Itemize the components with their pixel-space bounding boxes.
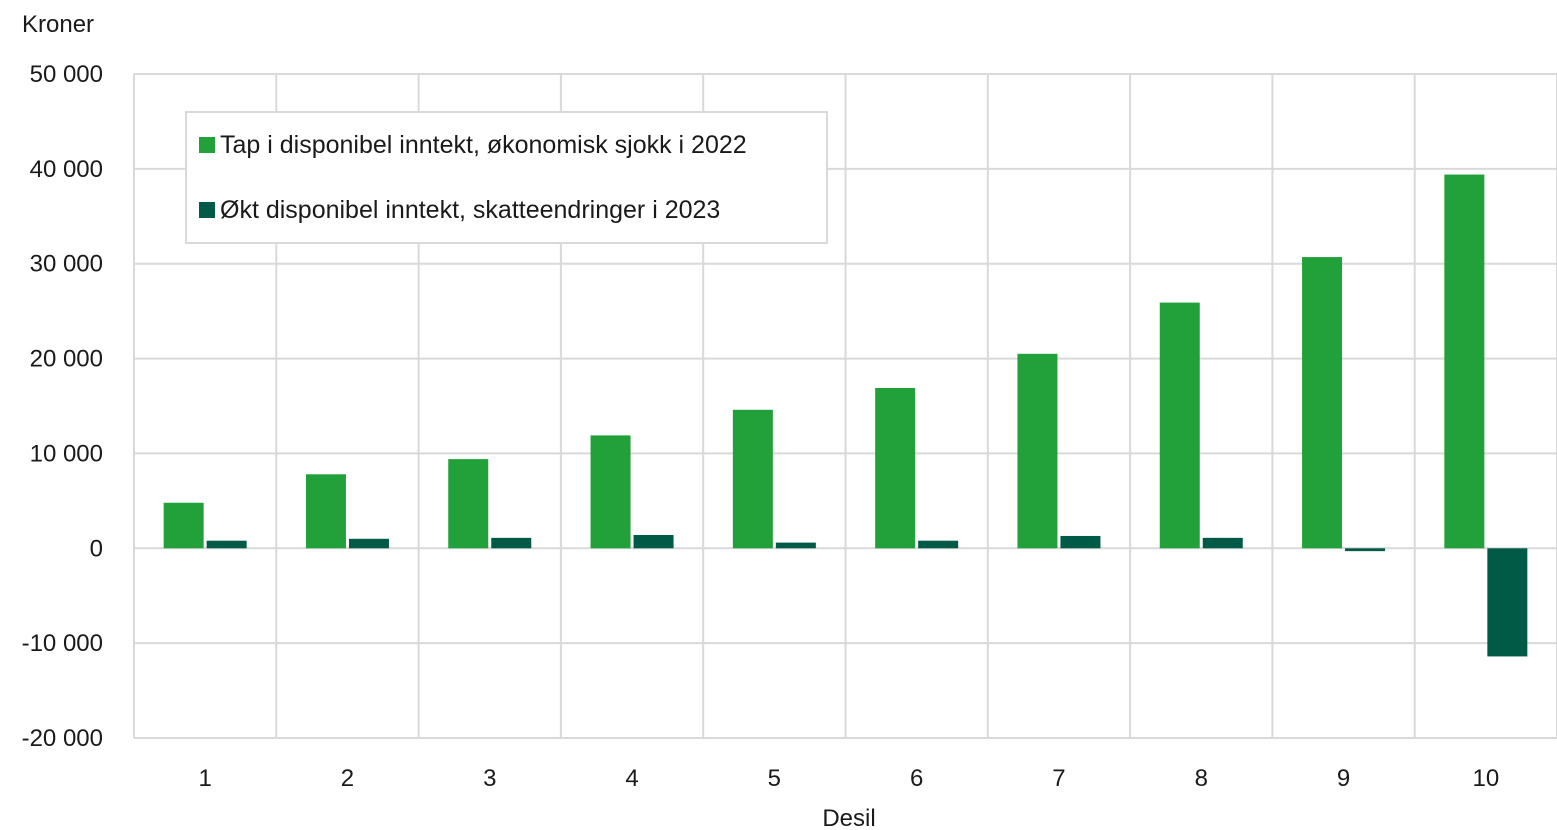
y-tick-label: -10 000 — [22, 630, 103, 657]
x-tick-label: 3 — [483, 765, 496, 792]
bars — [163, 174, 1528, 657]
bar-okt-3 — [491, 537, 532, 549]
y-tick-label: 50 000 — [30, 61, 103, 88]
y-tick-label: 40 000 — [30, 156, 103, 183]
legend-label-okt: Økt disponibel inntekt, skatteendringer … — [220, 196, 720, 224]
bar-okt-4 — [633, 535, 674, 549]
bar-okt-7 — [1060, 535, 1101, 549]
y-tick-label: 20 000 — [30, 346, 103, 373]
bar-okt-8 — [1202, 537, 1243, 549]
y-axis-title: Kroner — [22, 11, 94, 38]
bar-okt-6 — [918, 540, 959, 549]
bar-okt-5 — [775, 542, 816, 549]
bar-tap-6 — [875, 387, 916, 549]
x-tick-label: 8 — [1195, 765, 1208, 792]
bar-okt-9 — [1345, 548, 1386, 552]
y-tick-labels: 50 000 40 000 30 000 20 000 10 000 0 -10 000 -2… — [22, 61, 103, 752]
bar-okt-2 — [348, 538, 389, 549]
legend: Tap i disponibel inntekt, økonomisk sjok… — [185, 111, 828, 244]
bar-tap-5 — [732, 409, 773, 549]
bar-tap-1 — [163, 502, 204, 549]
bar-tap-7 — [1017, 353, 1058, 549]
x-axis-title: Desil — [822, 805, 875, 830]
bar-tap-10 — [1444, 174, 1485, 549]
y-tick-label: 0 — [90, 535, 103, 562]
y-tick-label: 30 000 — [30, 251, 103, 278]
bar-tap-8 — [1159, 302, 1200, 549]
bar-tap-3 — [448, 459, 489, 549]
x-tick-label: 4 — [625, 765, 638, 792]
legend-swatch-tap — [199, 137, 215, 153]
y-tick-label: 10 000 — [30, 440, 103, 467]
legend-label-tap: Tap i disponibel inntekt, økonomisk sjok… — [220, 131, 747, 159]
x-tick-label: 1 — [198, 765, 211, 792]
bar-tap-2 — [305, 474, 346, 549]
x-tick-label: 5 — [768, 765, 781, 792]
bar-tap-4 — [590, 435, 631, 549]
legend-swatch-okt — [199, 202, 215, 218]
bar-okt-10 — [1487, 548, 1528, 657]
x-tick-label: 2 — [341, 765, 354, 792]
bar-okt-1 — [206, 540, 247, 549]
x-tick-label: 9 — [1337, 765, 1350, 792]
x-tick-labels: 1 2 3 4 5 6 7 8 9 10 — [198, 765, 1499, 792]
y-tick-label: -20 000 — [22, 725, 103, 752]
legend-box — [185, 111, 828, 244]
x-tick-label: 7 — [1052, 765, 1065, 792]
x-tick-label: 10 — [1472, 765, 1499, 792]
x-tick-label: 6 — [910, 765, 923, 792]
bar-tap-9 — [1302, 257, 1343, 549]
